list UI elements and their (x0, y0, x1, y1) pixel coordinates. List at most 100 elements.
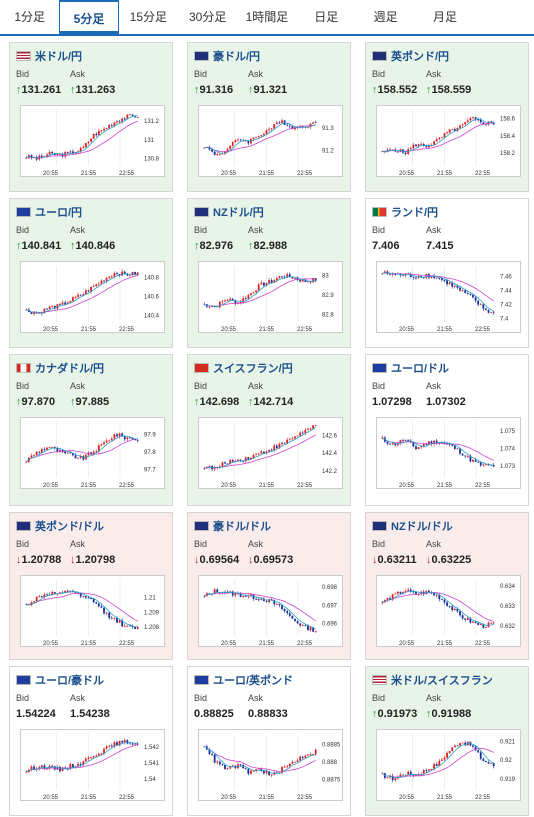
tab-0[interactable]: 1分足 (14, 10, 45, 24)
ma-short-line (204, 427, 316, 469)
candle (66, 152, 69, 153)
ask-value: ↓1.20798 (70, 554, 115, 566)
candlestick-chart[interactable]: 1.542 1.541 1.54 20:55 21:55 22:55 (20, 729, 165, 801)
candle (110, 617, 113, 619)
pair-name: 米ドル/円 (35, 51, 83, 63)
rate-card[interactable]: 豪ドル/円 Bid Ask ↑91.316 ↑91.321 91.3 91.2 20:55 21… (187, 42, 351, 192)
pair-name: スイスフラン/円 (213, 363, 293, 375)
candle (90, 597, 92, 599)
pair-title[interactable]: ユーロ/豪ドル (16, 673, 104, 687)
tab-2[interactable]: 15分足 (129, 10, 167, 24)
pair-title[interactable]: NZドル/円 (194, 205, 264, 219)
candlestick-chart[interactable]: 0.698 0.697 0.696 20:55 21:55 22:55 (198, 575, 343, 647)
candle (307, 428, 309, 430)
candlestick-chart[interactable]: 0.634 0.633 0.632 20:55 21:55 22:55 (376, 575, 521, 647)
rate-card[interactable]: ユーロ/英ポンド Bid Ask 0.88825 0.88833 0.8885 0.888 0… (187, 666, 351, 816)
tab-1[interactable]: 5分足 (59, 0, 119, 34)
pair-title[interactable]: NZドル/ドル (372, 519, 453, 533)
pair-title[interactable]: 豪ドル/円 (194, 49, 260, 63)
bid-value: ↓0.63211 (372, 554, 417, 566)
candlestick-chart[interactable]: 91.3 91.2 20:55 21:55 22:55 (198, 105, 343, 177)
bid-label: Bid (194, 69, 208, 79)
candle (244, 140, 247, 142)
candle (469, 618, 472, 623)
candlestick-chart[interactable]: 0.921 0.92 0.919 20:55 21:55 22:55 (376, 729, 521, 801)
candle (453, 608, 456, 611)
bid-number: 0.88825 (194, 708, 234, 720)
tab-6[interactable]: 週足 (373, 10, 398, 24)
rate-card[interactable]: ユーロ/円 Bid Ask ↑140.841 ↑140.846 140.8 140.6 140… (9, 198, 173, 348)
pair-title[interactable]: 米ドル/スイスフラン (372, 673, 493, 687)
candle (459, 287, 461, 291)
candle (270, 774, 273, 776)
candlestick-chart[interactable]: 83 82.9 82.8 20:55 21:55 22:55 (198, 261, 343, 333)
candle (283, 276, 286, 278)
rate-card[interactable]: NZドル/ドル Bid Ask ↓0.63211 ↓0.63225 0.634 0.633 0… (365, 512, 529, 660)
pair-title[interactable]: ユーロ/円 (16, 205, 82, 219)
y-tick-label: 140.6 (144, 294, 160, 300)
candle (399, 591, 402, 594)
candle (422, 277, 425, 279)
y-tick-label: 91.3 (322, 126, 334, 132)
pair-title[interactable]: カナダドル/円 (16, 361, 104, 375)
tab-7[interactable]: 月足 (432, 10, 457, 24)
candle (100, 606, 103, 608)
rate-card[interactable]: 英ポンド/円 Bid Ask ↑158.552 ↑158.559 158.6 158.4 15… (365, 42, 529, 192)
candlestick-chart[interactable]: 142.6 142.4 142.2 20:55 21:55 22:55 (198, 417, 343, 489)
candle (229, 591, 232, 593)
candle (453, 745, 456, 748)
candlestick-chart[interactable]: 0.8885 0.888 0.8875 20:55 21:55 22:55 (198, 729, 343, 801)
candle (218, 153, 221, 155)
candle (435, 139, 438, 142)
candlestick-chart[interactable]: 1.075 1.074 1.073 20:55 21:55 22:55 (376, 417, 521, 489)
candle (482, 122, 485, 125)
pair-title[interactable]: ユーロ/英ポンド (194, 673, 293, 687)
candle (307, 754, 309, 756)
rate-card[interactable]: NZドル/円 Bid Ask ↑82.976 ↑82.988 83 82.9 82.8 20:5… (187, 198, 351, 348)
rate-card[interactable]: ユーロ/ドル Bid Ask 1.07298 1.07302 1.075 1.074 1.07… (365, 354, 529, 506)
candle (103, 442, 105, 445)
rate-card[interactable]: スイスフラン/円 Bid Ask ↑142.698 ↑142.714 142.6 142.4… (187, 354, 351, 506)
pair-title[interactable]: 英ポンド/円 (372, 49, 449, 63)
candlestick-chart[interactable]: 131.2 131 130.8 20:55 21:55 22:55 (20, 105, 165, 177)
candlestick-chart[interactable]: 7.46 7.44 7.42 7.4 20:55 21:55 22:55 (376, 261, 521, 333)
pair-title[interactable]: ランド/円 (372, 205, 438, 219)
y-tick-label: 142.4 (322, 451, 338, 457)
candle (299, 756, 302, 761)
candle (394, 443, 397, 446)
candlestick-chart[interactable]: 158.6 158.4 158.2 20:55 21:55 22:55 (376, 105, 521, 177)
y-tick-label: 1.075 (500, 429, 516, 435)
pair-title[interactable]: スイスフラン/円 (194, 361, 293, 375)
candle (252, 292, 255, 294)
candlestick-chart[interactable]: 97.9 97.8 97.7 20:55 21:55 22:55 (20, 417, 165, 489)
candle (48, 151, 51, 155)
pair-title[interactable]: ユーロ/ドル (372, 361, 449, 375)
tab-5[interactable]: 日足 (314, 10, 339, 24)
pair-title[interactable]: 豪ドル/ドル (194, 519, 271, 533)
candle (229, 145, 232, 150)
pair-title[interactable]: 米ドル/円 (16, 49, 82, 63)
rate-card[interactable]: ユーロ/豪ドル Bid Ask 1.54224 1.54238 1.542 1.541 1.5… (9, 666, 173, 816)
x-tick-label: 21:55 (437, 795, 453, 801)
candle (288, 763, 291, 767)
rate-card[interactable]: カナダドル/円 Bid Ask ↑97.870 ↑97.885 97.9 97.8 97.7 2… (9, 354, 173, 506)
candle (40, 595, 43, 598)
candlestick-chart[interactable]: 1.21 1.209 1.208 20:55 21:55 22:55 (20, 575, 165, 647)
tab-4[interactable]: 1時間足 (245, 10, 289, 24)
rate-card[interactable]: 米ドル/円 Bid Ask ↑131.261 ↑131.263 131.2 131 130.8… (9, 42, 173, 192)
candle (84, 758, 87, 762)
pair-title[interactable]: 英ポンド/ドル (16, 519, 104, 533)
rate-card[interactable]: ランド/円 Bid Ask 7.406 7.415 7.46 7.44 7.42 7.4 20:5… (365, 198, 529, 348)
candle (381, 151, 384, 153)
ma-long-line (26, 438, 138, 463)
candle (56, 448, 59, 452)
candle (492, 622, 495, 624)
candlestick-chart[interactable]: 140.8 140.6 140.4 20:55 21:55 22:55 (20, 261, 165, 333)
tab-3[interactable]: 30分足 (188, 10, 227, 24)
rate-card[interactable]: 米ドル/スイスフラン Bid Ask ↑0.91973 ↑0.91988 0.921 0.9… (365, 666, 529, 816)
rate-card[interactable]: 英ポンド/ドル Bid Ask ↓1.20788 ↓1.20798 1.21 1.209 1.… (9, 512, 173, 660)
rate-card[interactable]: 豪ドル/ドル Bid Ask ↓0.69564 ↓0.69573 0.698 0.697 0.… (187, 512, 351, 660)
x-tick-label: 20:55 (221, 327, 237, 333)
candle (213, 151, 216, 155)
y-tick-label: 82.9 (322, 293, 334, 299)
